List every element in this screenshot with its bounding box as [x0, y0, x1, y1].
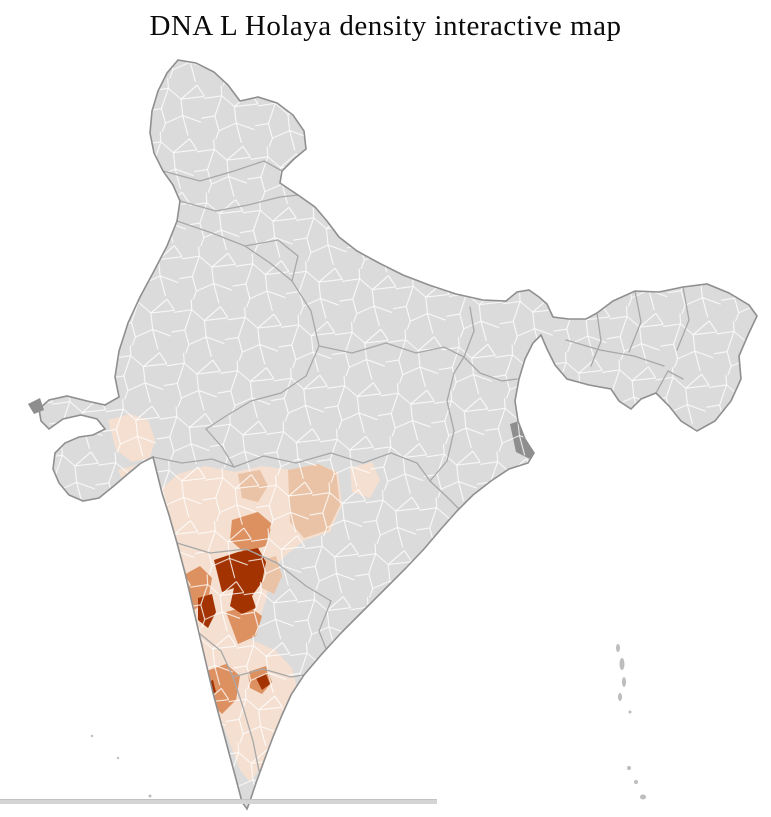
island[interactable]: [90, 734, 94, 738]
state-border-line: [429, 480, 460, 510]
state-border-line: [205, 428, 235, 468]
state-border-line: [676, 286, 690, 351]
state-border-line: [318, 342, 465, 358]
island[interactable]: [622, 677, 626, 687]
island[interactable]: [628, 710, 632, 714]
district-boundaries-overlay: [39, 60, 757, 809]
island[interactable]: [148, 794, 152, 798]
state-border-line: [176, 542, 332, 602]
state-border-line: [232, 668, 305, 678]
island[interactable]: [619, 658, 625, 670]
island[interactable]: [618, 693, 622, 701]
island[interactable]: [616, 644, 620, 652]
island[interactable]: [640, 794, 646, 800]
page-title: DNA L Holaya density interactive map: [149, 10, 622, 42]
state-border-line: [198, 632, 260, 772]
state-border-line: [179, 194, 299, 212]
state-border-line: [162, 160, 283, 182]
island-chain[interactable]: [90, 644, 646, 800]
state-border-line: [590, 312, 602, 367]
island[interactable]: [116, 756, 120, 760]
state-border-line: [655, 370, 684, 394]
island[interactable]: [627, 766, 631, 770]
state-border-line: [463, 356, 518, 382]
state-border-line: [565, 339, 665, 367]
state-border-line: [628, 290, 642, 353]
state-border-line: [152, 456, 235, 468]
state-border-line: [463, 306, 475, 358]
west-tip-patch[interactable]: [28, 398, 44, 414]
state-border-line: [429, 356, 465, 482]
bottom-divider: [0, 799, 437, 804]
state-border-line: [205, 280, 320, 430]
island[interactable]: [634, 780, 638, 784]
state-border-line: [233, 452, 431, 482]
state-border-line: [244, 239, 299, 282]
state-borders: [152, 160, 690, 772]
